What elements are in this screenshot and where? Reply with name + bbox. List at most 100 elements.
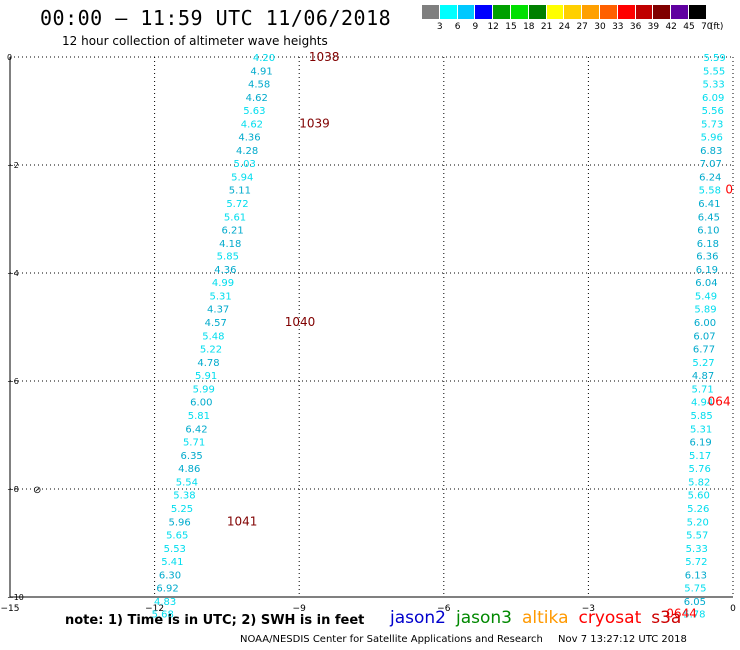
swh-value-label: 5.75: [684, 583, 706, 594]
time-label: 1039: [299, 116, 330, 130]
swh-value-label: 5.27: [692, 358, 714, 369]
colorbar-swatch: [546, 5, 565, 19]
colorbar-swatch: [688, 5, 707, 19]
colorbar-label: 6: [454, 22, 461, 32]
edge-marker: ⊘: [33, 485, 41, 496]
swh-value-label: 6.07: [693, 332, 715, 343]
swh-value-label: 4.36: [238, 132, 260, 143]
swh-value-label: 6.45: [698, 212, 720, 223]
timestamp-text: Nov 7 13:27:12 UTC 2018: [558, 634, 687, 645]
swh-value-label: 5.91: [195, 371, 217, 382]
colorbar-labels: 3 6 9 12 15 18 21 24 27 30 33 36 39 42 45 70 (ft): [422, 22, 740, 34]
swh-value-label: 5.85: [690, 411, 712, 422]
swh-value-label: 5.17: [689, 451, 711, 462]
swh-value-label: 5.71: [691, 385, 713, 396]
swh-value-label: 4.62: [241, 119, 263, 130]
swh-value-label: 5.58: [699, 185, 721, 196]
colorbar-swatch: [439, 5, 458, 19]
legend-jason2: jason2: [390, 608, 446, 628]
colorbar-swatch: [475, 5, 494, 19]
swh-value-label: 5.72: [685, 557, 707, 568]
swh-value-label: 5.73: [701, 119, 723, 130]
legend-jason3: jason3: [456, 608, 512, 628]
colorbar-label: 42: [665, 22, 677, 32]
swh-value-label: 6.92: [156, 583, 178, 594]
swh-value-label: 5.61: [224, 212, 246, 223]
chart-title: 00:00 – 11:59 UTC 11/06/2018: [40, 6, 392, 30]
swh-value-label: 5.54: [176, 477, 198, 488]
swh-value-label: 5.96: [168, 517, 190, 528]
swh-value-label: 5.82: [688, 477, 710, 488]
credit-line: NOAA/NESDIS Center for Satellite Applica…: [240, 634, 699, 645]
swh-value-label: 6.83: [700, 146, 722, 157]
swh-value-label: 5.68: [152, 610, 174, 621]
swh-value-label: 5.57: [686, 530, 708, 541]
swh-value-label: 5.59: [704, 53, 726, 64]
colorbar-swatch: [599, 5, 618, 19]
swh-value-label: 4.86: [178, 464, 200, 475]
swh-value-label: 5.03: [234, 159, 256, 170]
colorbar-swatch: [564, 5, 583, 19]
swh-value-label: 5.22: [200, 345, 222, 356]
swh-value-label: 5.53: [164, 544, 186, 555]
colorbar-label: 3: [436, 22, 443, 32]
swh-value-label: 4.78: [197, 358, 219, 369]
swh-value-label: 6.41: [698, 199, 720, 210]
swh-value-label: 5.38: [173, 490, 195, 501]
swh-value-label: 6.13: [685, 570, 707, 581]
swh-value-label: 6.35: [181, 451, 203, 462]
y-tick-label: −4: [7, 269, 19, 278]
colorbar-swatch: [528, 5, 547, 19]
colorbar-label: 12: [487, 22, 499, 32]
swh-value-label: 5.63: [243, 106, 265, 117]
swh-value-label: 6.04: [695, 278, 717, 289]
time-label: 1041: [227, 514, 258, 528]
swh-value-label: 6.19: [690, 437, 712, 448]
swh-value-label: 5.25: [171, 504, 193, 515]
time-label: 0: [725, 182, 733, 196]
x-tick-label: −15: [1, 604, 20, 614]
legend-cryosat: cryosat: [578, 608, 642, 628]
swh-value-label: 4.99: [212, 278, 234, 289]
x-tick-label: −12: [145, 604, 164, 614]
colorbar-label: 24: [558, 22, 571, 32]
swh-value-label: 5.11: [229, 185, 251, 196]
colorbar-label: 27: [576, 22, 588, 32]
time-label: 064: [708, 395, 731, 409]
colorbar-label: 9: [472, 22, 479, 32]
swh-value-label: 6.00: [694, 318, 716, 329]
y-tick-label: −2: [7, 161, 19, 170]
swh-value-label: 5.71: [183, 437, 205, 448]
colorbar-swatch: [635, 5, 654, 19]
swh-value-label: 5.99: [193, 385, 215, 396]
swh-value-label: 5.41: [161, 557, 183, 568]
swh-value-label: 5.76: [689, 464, 711, 475]
swh-value-label: 5.85: [217, 252, 239, 263]
swh-value-label: 4.20: [253, 53, 275, 64]
swh-value-label: 6.19: [696, 265, 718, 276]
swh-value-label: 6.21: [222, 225, 244, 236]
legend-s3a: s3a: [651, 608, 682, 628]
colorbar-label: 33: [612, 22, 624, 32]
colorbar-label: (ft): [709, 22, 724, 32]
legend-altika: altika: [522, 608, 569, 628]
swh-value-label: 6.05: [684, 597, 706, 608]
colorbar: [422, 5, 707, 19]
note-text: note: 1) Time is in UTC; 2) SWH is in fe…: [65, 613, 365, 628]
swh-value-label: 5.94: [231, 172, 253, 183]
swh-value-label: 5.33: [686, 544, 708, 555]
swh-value-label: 4.57: [205, 318, 227, 329]
mission-legend: jason2 jason3 altika cryosat s3a: [390, 608, 691, 628]
swh-value-label: 5.48: [202, 332, 224, 343]
y-tick-label: 0: [7, 53, 12, 62]
colorbar-label: 15: [505, 22, 517, 32]
swh-value-label: 5.72: [226, 199, 248, 210]
swh-value-label: 5.26: [687, 504, 709, 515]
swh-value-label: 6.24: [699, 172, 721, 183]
swh-value-label: 6.00: [190, 398, 212, 409]
colorbar-swatch: [493, 5, 511, 19]
swh-value-label: 4.87: [692, 371, 714, 382]
y-tick-label: −10: [7, 593, 24, 602]
swh-value-label: 6.10: [697, 225, 719, 236]
